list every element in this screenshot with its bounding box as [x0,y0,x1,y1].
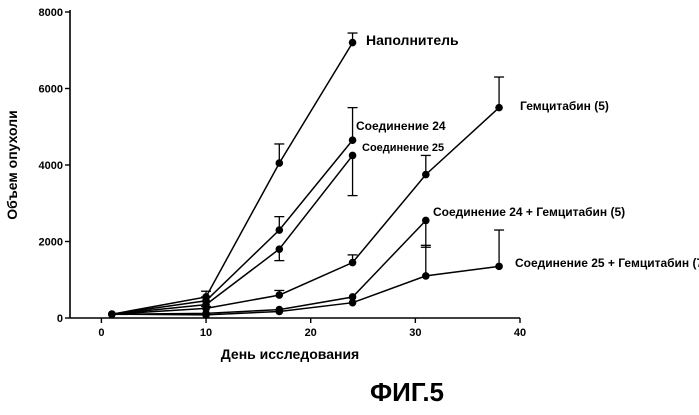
x-axis-label: День исследования [221,346,359,362]
data-point [422,217,430,225]
y-tick-label: 6000 [39,84,63,96]
data-point [349,152,357,160]
y-tick-label: 0 [57,313,63,325]
data-point [349,259,357,267]
series-label-4: Гемцитабин (5) [520,99,609,113]
y-axis-label: Объем опухоли [4,110,20,220]
series-5 [108,217,431,318]
data-point [349,39,357,47]
data-point [276,291,284,299]
x-tick-label: 30 [409,327,421,339]
y-tick-label: 4000 [39,160,63,172]
series-label-3: Соединение 25 [362,142,444,154]
data-point [495,104,503,112]
labels-layer: Наполнитель Соединение 24 Соединение 25 Гем… [356,32,699,270]
series-line [112,155,353,314]
data-point [276,159,284,167]
series-3 [108,152,357,318]
x-tick-label: 20 [305,327,317,339]
series-line [112,43,353,315]
axes: 0 2000 4000 6000 8000 0 10 20 30 40 [39,7,527,339]
data-point [422,171,430,179]
series-label-5: Соединение 24 + Гемцитабин (5) [433,205,625,219]
series-layer [108,33,504,319]
figure-caption: ФИГ.5 [370,377,444,407]
data-point [495,263,503,271]
series-label-2: Соединение 24 [356,119,446,133]
y-tick-label: 2000 [39,237,63,249]
y-tick-label: 8000 [39,7,63,19]
series-2 [108,108,357,318]
series-label-6: Соединение 25 + Гемцитабин (7) [515,256,699,270]
data-point [108,310,116,318]
x-tick-label: 10 [200,327,212,339]
data-point [349,136,357,144]
data-point [276,245,284,253]
series-label-1: Наполнитель [366,32,459,48]
data-point [276,308,284,316]
data-point [202,311,210,319]
data-point [422,272,430,280]
series-line [112,221,426,315]
x-tick-label: 40 [514,327,526,339]
x-tick-label: 0 [98,327,104,339]
data-point [349,299,357,307]
data-point [276,226,284,234]
series-line [112,140,353,314]
